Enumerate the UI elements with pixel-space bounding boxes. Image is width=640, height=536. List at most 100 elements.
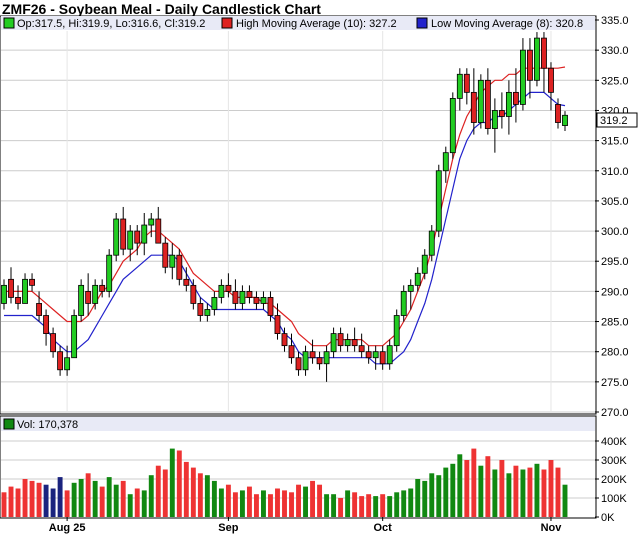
volume-bar (387, 496, 393, 517)
volume-bar (176, 450, 182, 517)
volume-bar (345, 490, 351, 517)
candle-body (442, 152, 449, 172)
price-tick-label: 280.0 (601, 347, 629, 359)
candle-body (281, 333, 288, 347)
volume-bar (57, 477, 63, 517)
x-tick-label: Sep (218, 522, 238, 534)
candle-body (302, 351, 309, 371)
candle-body (113, 218, 120, 256)
volume-bar (155, 465, 161, 517)
volume-y-axis: 400K 300K 200K 100K 0K (595, 436, 627, 524)
candle-body (204, 309, 211, 316)
candle-body (8, 278, 14, 298)
candle-body (456, 73, 463, 99)
candle-body (428, 230, 435, 256)
volume-legend-swatch (3, 418, 15, 430)
candle-body (505, 91, 512, 117)
volume-bars (1, 448, 568, 517)
candle-body (22, 278, 28, 304)
candle-body (520, 49, 526, 105)
volume-bar (183, 461, 189, 517)
candle-body (85, 290, 92, 304)
volume-bar (169, 448, 175, 517)
volume-bar (548, 460, 554, 517)
volume-bar (29, 480, 35, 517)
candle-body (527, 49, 533, 81)
candle-body (407, 284, 414, 292)
volume-bar (485, 456, 491, 517)
volume-bar (246, 486, 252, 517)
volume-bar (141, 490, 147, 517)
volume-bar (471, 448, 477, 517)
x-tick-label: Oct (374, 522, 393, 534)
price-tick-label: 270.0 (601, 407, 629, 419)
volume-bar (296, 484, 301, 517)
volume-bar (366, 494, 372, 517)
ohlc-legend-swatch (3, 17, 15, 29)
volume-bar (331, 494, 337, 517)
ohlc-legend: Op:317.5, Hi:319.9, Lo:316.6, Cl:319.2 (17, 18, 205, 30)
candle-body (43, 315, 49, 334)
price-tick-label: 310.0 (601, 166, 629, 178)
volume-bar (415, 479, 421, 517)
volume-bar (36, 482, 42, 517)
volume-tick-label: 300K (601, 455, 627, 467)
volume-bar (15, 488, 21, 517)
volume-bar (352, 492, 358, 517)
volume-bar (8, 486, 14, 517)
volume-legend: Vol: 170,378 (17, 419, 78, 431)
volume-bar (127, 494, 133, 517)
x-tick-label: Aug 25 (49, 522, 86, 534)
candle-body (211, 297, 218, 310)
volume-bar (394, 492, 400, 517)
candle-body (463, 73, 470, 93)
volume-bar (408, 488, 414, 517)
price-tick-label: 315.0 (601, 136, 629, 148)
low-ma-legend-swatch (416, 17, 428, 29)
volume-bar (443, 467, 449, 517)
volume-bar (197, 473, 203, 517)
candle-body (288, 345, 295, 359)
volume-bar (450, 463, 456, 517)
candle-body (253, 297, 260, 304)
candle-body (29, 278, 35, 286)
volume-bar (190, 467, 196, 517)
last-price-box (596, 112, 638, 128)
candle-body (365, 351, 372, 359)
volume-bar (225, 484, 231, 517)
candle-body (148, 218, 155, 226)
volume-bar (148, 475, 154, 517)
candle-body (78, 284, 85, 316)
volume-bar (478, 465, 484, 517)
volume-bar (373, 496, 379, 517)
volume-bar (303, 486, 308, 517)
candle-body (414, 272, 421, 286)
volume-bar (268, 494, 273, 517)
volume-tick-label: 100K (601, 493, 627, 505)
volume-bar (71, 482, 77, 517)
volume-bar (78, 479, 84, 517)
volume-bar (43, 484, 49, 517)
candle-body (449, 98, 456, 154)
volume-bar (499, 460, 505, 517)
price-tick-label: 290.0 (601, 286, 629, 298)
candle-body (477, 79, 484, 123)
candle-body (64, 357, 71, 371)
candle-body (1, 284, 7, 304)
candle-body (232, 290, 239, 304)
chart-title: ZMF26 - Soybean Meal - Daily Candlestick… (2, 1, 321, 17)
volume-bar (541, 469, 547, 517)
candle-body (470, 91, 477, 123)
volume-bar (513, 465, 519, 517)
candle-body (548, 67, 554, 93)
volume-bar (253, 494, 259, 517)
candle-body (330, 333, 337, 353)
candle-body (57, 351, 64, 371)
candle-body (99, 284, 106, 292)
volume-bar (527, 467, 533, 517)
price-tick-label: 295.0 (601, 256, 629, 268)
high-ma-legend-swatch (221, 17, 233, 29)
candle-body (267, 297, 274, 316)
volume-bar (204, 475, 210, 517)
volume-bar (22, 479, 28, 517)
